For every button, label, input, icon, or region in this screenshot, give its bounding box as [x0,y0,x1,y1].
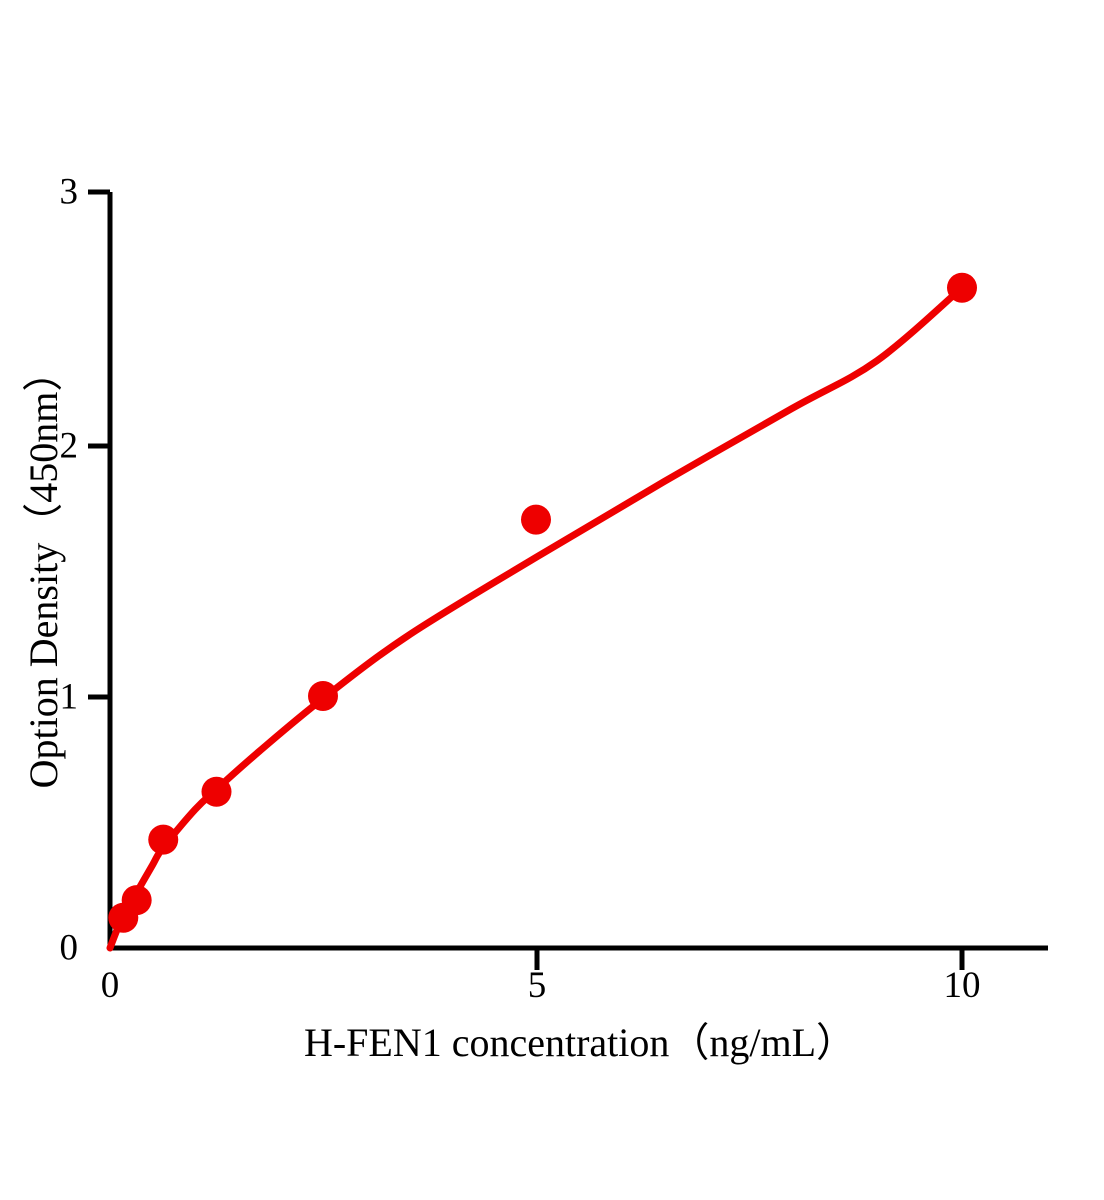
x-tick-label-0: 0 [100,965,120,1006]
data-point [947,272,977,303]
y-axis-title: Option Density（450nm） [21,351,66,789]
data-point [201,776,232,807]
x-tick-label-5: 5 [527,965,547,1006]
y-tick-label-2: 2 [59,425,79,467]
x-axis-title: H-FEN1 concentration（ng/mL） [303,1020,857,1065]
x-tick-label-10: 10 [943,965,981,1006]
data-point-group [108,272,977,933]
y-tick-label-1: 1 [59,676,79,718]
x-axis-ticks [534,948,965,970]
data-point [121,885,152,916]
data-series-fit-curve [106,284,966,952]
data-point [308,681,338,711]
data-point [148,824,179,855]
y-axis-ticks [88,189,110,700]
data-point [521,504,551,535]
y-tick-label-3: 3 [59,171,79,213]
y-tick-label-0: 0 [59,927,79,969]
